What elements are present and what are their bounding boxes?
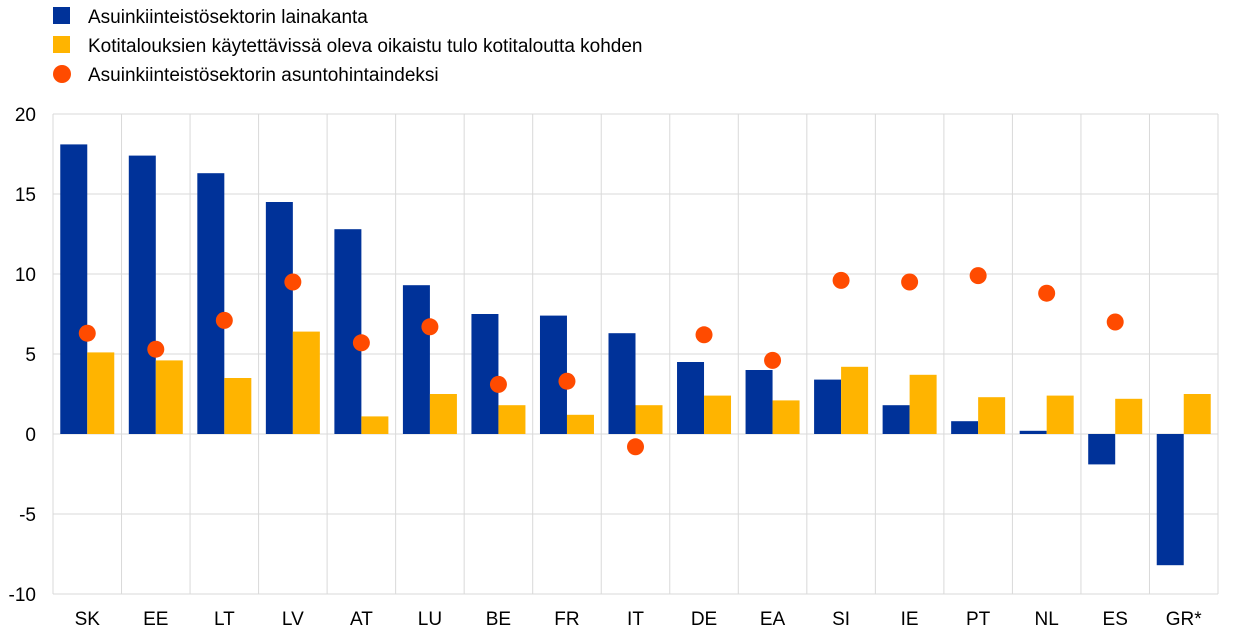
dot-house-price-EA [764,351,782,369]
bar-income-FR [566,414,594,434]
x-tick-label: LT [214,609,235,630]
bar-income-PT [978,397,1006,434]
axis-labels: 20 15 10 5 0 -5 -10 SK EE LT LV AT LU BE FR IT DE EA SI IE P… [9,105,1203,630]
gridlines [52,113,1219,595]
legend-swatch [53,36,70,53]
legend-label: Asuinkiinteistösektorin asuntohintaindek… [88,65,439,86]
legend-swatch [53,7,70,24]
dot-house-price-ES [1106,313,1124,331]
bar-loans-BE [471,314,499,434]
y-tick-label: 10 [15,265,36,286]
y-tick-label: 15 [15,185,36,206]
x-tick-label: SK [75,609,101,630]
bar-loans-AT [334,229,362,434]
dot-house-price-DE [695,326,713,344]
legend-swatch [53,65,71,83]
dot-house-price-LV [284,273,302,291]
bar-income-SK [87,352,115,434]
bar-income-SI [841,366,869,434]
x-tick-label: DE [691,609,717,630]
bar-loans-GR [1156,434,1184,566]
bar-income-LU [429,394,457,434]
dot-house-price-SI [832,271,850,289]
x-tick-label: EA [760,609,786,630]
bar-income-IE [909,374,937,434]
x-tick-label: PT [966,609,991,630]
bar-income-AT [361,416,389,434]
bars [60,144,1211,566]
dot-house-price-FR [558,372,576,390]
legend-label: Asuinkiinteistösektorin lainakanta [88,7,368,28]
bar-income-LV [292,331,320,434]
x-tick-label: NL [1035,609,1059,630]
bar-loans-ES [1088,434,1116,465]
legend-label: Kotitalouksien käytettävissä oleva oikai… [88,36,643,57]
y-tick-label: -5 [19,505,36,526]
bar-loans-LU [402,285,430,434]
x-tick-label: SI [832,609,850,630]
dot-house-price-SK [78,324,96,342]
bar-loans-EE [128,155,156,434]
bar-loans-PT [951,421,979,434]
dot-house-price-IT [627,438,644,456]
bar-income-EA [772,400,800,434]
y-tick-label: 5 [25,345,36,366]
dot-house-price-IE [901,273,919,291]
dot-house-price-EE [147,340,165,358]
x-tick-label: LV [282,609,304,630]
x-tick-label: ES [1103,609,1128,630]
bar-income-GR [1183,394,1211,434]
dot-house-price-LU [421,318,439,336]
x-tick-label: FR [554,609,579,630]
bar-loans-SI [814,379,842,434]
dot-house-price-BE [489,375,507,393]
bar-income-EE [155,360,183,434]
x-tick-label: AT [350,609,373,630]
bar-income-BE [498,405,526,434]
bar-income-NL [1046,395,1074,434]
dot-house-price-NL [1038,284,1056,302]
bar-loans-SK [60,144,88,434]
dot-house-price-PT [969,267,987,285]
x-tick-label: GR* [1166,609,1203,630]
bar-loans-DE [677,362,705,434]
y-tick-label: 0 [25,425,36,446]
x-tick-label: IT [627,609,644,630]
y-tick-label: 20 [15,105,36,126]
bar-income-LT [224,378,252,434]
bar-income-ES [1115,398,1143,434]
bar-loans-IE [882,405,910,434]
bar-loans-EA [745,370,773,434]
bar-income-IT [635,405,663,434]
legend: Asuinkiinteistösektorin lainakanta Kotita… [53,7,643,86]
x-tick-label: EE [143,609,168,630]
dot-house-price-AT [352,334,370,352]
dots [78,267,1124,456]
x-tick-label: BE [486,609,511,630]
x-tick-label: LU [418,609,442,630]
bar-income-DE [704,395,732,434]
x-tick-label: IE [901,609,919,630]
bar-loans-LT [197,173,225,434]
y-tick-label: -10 [9,585,36,606]
bar-loans-IT [608,333,636,434]
bar-loans-LV [265,202,293,434]
bar-loans-NL [1019,430,1047,434]
dot-house-price-LT [215,311,233,329]
